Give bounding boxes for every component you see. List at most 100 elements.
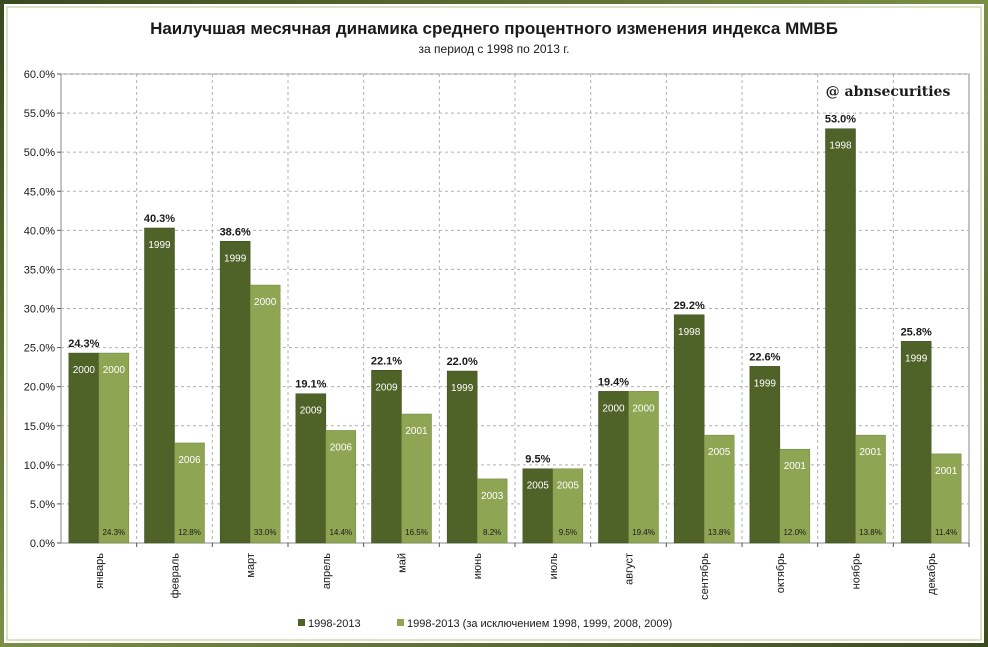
y-tick-label: 35.0% bbox=[24, 264, 55, 276]
bar-series-1 bbox=[446, 370, 478, 544]
bar-series-1 bbox=[144, 227, 175, 544]
data-label-series-1: 53.0% bbox=[825, 114, 856, 126]
y-axis: 0.0% 5.0% 10.0% 15.0% 20.0% 25.0% 30.0% 35.0% 40… bbox=[24, 69, 61, 550]
year-label-series-2: 2006 bbox=[178, 455, 201, 466]
data-label-series-2: 12.8% bbox=[178, 528, 201, 537]
y-tick-label: 15.0% bbox=[24, 421, 55, 433]
y-tick-label: 55.0% bbox=[24, 108, 55, 120]
bar-series-1 bbox=[673, 314, 705, 544]
bar-series-2 bbox=[552, 468, 584, 544]
year-label-series-1: 1999 bbox=[148, 240, 171, 251]
data-label-series-1: 22.1% bbox=[371, 355, 402, 367]
year-label-series-1: 1999 bbox=[451, 383, 474, 394]
bar-series-2 bbox=[779, 448, 811, 544]
data-label-series-2: 16.5% bbox=[405, 528, 428, 537]
data-label-series-2: 13.8% bbox=[708, 528, 731, 537]
year-label-series-2: 2000 bbox=[254, 297, 277, 308]
bar-series-2 bbox=[476, 478, 508, 544]
year-label-series-2: 2000 bbox=[632, 403, 655, 414]
legend-label-2: 1998-2013 (за исключением 1998, 1999, 20… bbox=[407, 618, 672, 630]
y-tick-label: 30.0% bbox=[24, 304, 55, 316]
category-label: сентябрь bbox=[699, 553, 711, 600]
data-label-series-2: 8.2% bbox=[483, 528, 501, 537]
data-label-series-2: 19.4% bbox=[632, 528, 655, 537]
bar-series-2 bbox=[98, 352, 130, 544]
category-label: июль bbox=[548, 553, 560, 580]
year-label-series-2: 2000 bbox=[103, 365, 126, 376]
data-label-series-1: 22.6% bbox=[749, 351, 780, 363]
bar-series-2 bbox=[855, 434, 886, 544]
year-label-series-2: 2003 bbox=[481, 491, 504, 502]
bar-series-1 bbox=[371, 370, 402, 544]
watermark: @ abnsecurities bbox=[826, 84, 951, 100]
bar-series-1 bbox=[598, 391, 629, 544]
y-tick-label: 25.0% bbox=[24, 343, 55, 355]
data-label-series-1: 40.3% bbox=[144, 213, 175, 225]
category-label: июнь bbox=[472, 553, 484, 579]
data-label-series-2: 24.3% bbox=[102, 528, 125, 537]
category-label: декабрь bbox=[926, 553, 938, 595]
y-tick-label: 60.0% bbox=[24, 69, 55, 81]
year-label-series-2: 2005 bbox=[708, 447, 731, 458]
data-label-series-1: 29.2% bbox=[674, 300, 705, 312]
data-label-series-2: 33.0% bbox=[254, 528, 277, 537]
bar-series-1 bbox=[522, 468, 554, 544]
bar-series-2 bbox=[174, 442, 205, 544]
year-label-series-2: 2001 bbox=[405, 426, 428, 437]
data-label-series-2: 14.4% bbox=[329, 528, 352, 537]
year-label-series-1: 2000 bbox=[73, 365, 96, 376]
category-label: ноябрь bbox=[851, 553, 863, 590]
bars: 24.3% 2000 2000 24.3% 40.3% 1999 2006 12.8% 38.6… bbox=[68, 114, 962, 544]
data-label-series-1: 19.1% bbox=[295, 379, 326, 391]
legend: 1998-2013 1998-2013 (за исключением 1998… bbox=[298, 618, 672, 630]
category-label: январь bbox=[94, 553, 106, 589]
bar-series-2 bbox=[628, 391, 659, 544]
bar-series-1 bbox=[749, 366, 781, 544]
bar-series-2 bbox=[325, 430, 357, 544]
category-label: октябрь bbox=[775, 553, 787, 593]
legend-swatch-1 bbox=[298, 619, 305, 626]
year-label-series-1: 2005 bbox=[527, 481, 550, 492]
year-label-series-1: 1999 bbox=[905, 353, 928, 364]
data-label-series-2: 12.0% bbox=[783, 528, 806, 537]
y-tick-label: 50.0% bbox=[24, 147, 55, 159]
category-label: август bbox=[624, 553, 636, 585]
legend-swatch-2 bbox=[397, 619, 404, 626]
y-tick-label: 40.0% bbox=[24, 225, 55, 237]
data-label-series-1: 25.8% bbox=[901, 326, 932, 338]
bar-series-2 bbox=[930, 453, 962, 544]
data-label-series-1: 19.4% bbox=[598, 376, 629, 388]
year-label-series-2: 2001 bbox=[935, 466, 958, 477]
y-tick-label: 0.0% bbox=[30, 538, 55, 550]
year-label-series-1: 1998 bbox=[678, 327, 701, 338]
year-label-series-1: 2000 bbox=[602, 403, 625, 414]
legend-label-1: 1998-2013 bbox=[308, 618, 361, 630]
data-label-series-2: 13.8% bbox=[859, 528, 882, 537]
chart-title: Наилучшая месячная динамика среднего про… bbox=[150, 19, 838, 38]
y-tick-label: 10.0% bbox=[24, 460, 55, 472]
grid bbox=[60, 73, 970, 544]
data-label-series-1: 38.6% bbox=[220, 226, 251, 238]
bar-series-1 bbox=[900, 341, 932, 544]
year-label-series-2: 2001 bbox=[784, 461, 807, 472]
chart-subtitle: за период с 1998 по 2013 г. bbox=[419, 42, 570, 56]
category-label: апрель bbox=[321, 553, 333, 589]
data-label-series-2: 9.5% bbox=[559, 528, 577, 537]
data-label-series-1: 24.3% bbox=[68, 338, 99, 350]
category-label: май bbox=[397, 553, 409, 573]
bar-series-1 bbox=[295, 393, 327, 544]
y-tick-label: 45.0% bbox=[24, 186, 55, 198]
y-tick-label: 20.0% bbox=[24, 382, 55, 394]
category-label: март bbox=[245, 553, 257, 578]
year-label-series-2: 2006 bbox=[330, 442, 353, 453]
year-label-series-2: 2001 bbox=[859, 447, 882, 458]
year-label-series-1: 1998 bbox=[829, 141, 852, 152]
bar-series-2 bbox=[401, 413, 432, 544]
data-label-series-1: 22.0% bbox=[447, 356, 478, 368]
year-label-series-2: 2005 bbox=[557, 481, 580, 492]
category-label: февраль bbox=[170, 553, 182, 599]
year-label-series-1: 1999 bbox=[224, 253, 247, 264]
data-label-series-1: 9.5% bbox=[525, 454, 550, 466]
